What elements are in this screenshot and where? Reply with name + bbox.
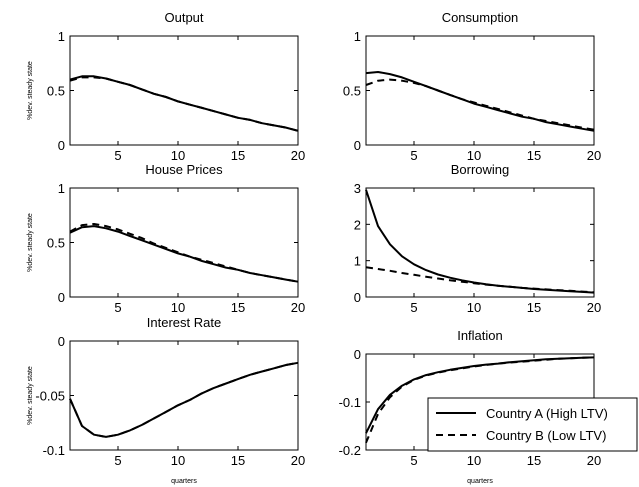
chart-title: Output bbox=[164, 10, 203, 25]
y-axis-label: %dev. steady state bbox=[27, 213, 34, 272]
y-tick-label: -0.1 bbox=[43, 443, 65, 458]
x-tick-label: 15 bbox=[231, 453, 245, 468]
chart-title: Consumption bbox=[442, 10, 519, 25]
x-tick-label: 15 bbox=[231, 300, 245, 315]
x-tick-label: 15 bbox=[231, 148, 245, 163]
x-tick-label: 5 bbox=[114, 300, 121, 315]
x-axis-label: quarters bbox=[171, 478, 197, 485]
y-axis-label: %dev. steady state bbox=[27, 61, 34, 120]
chart-title: House Prices bbox=[145, 162, 223, 177]
series-line-country-a bbox=[69, 361, 299, 438]
subplot-5: Interest Rate 5 10 15 20 -0.1 -0.05 0 %dev. stea… bbox=[27, 315, 305, 485]
x-tick-label: 5 bbox=[410, 300, 417, 315]
y-tick-label: 1 bbox=[58, 29, 65, 44]
x-tick-label: 10 bbox=[171, 300, 185, 315]
x-tick-label: 10 bbox=[467, 453, 481, 468]
y-tick-label: 0 bbox=[58, 138, 65, 153]
x-axis-label: quarters bbox=[467, 478, 493, 485]
plot-frame bbox=[365, 187, 595, 298]
y-tick-label: 0 bbox=[354, 290, 361, 305]
series-line-country-b bbox=[69, 223, 299, 283]
legend: Country A (High LTV) Country B (Low LTV) bbox=[427, 397, 638, 452]
y-tick-label: 0 bbox=[58, 290, 65, 305]
x-tick-label: 15 bbox=[527, 148, 541, 163]
series-line-country-b bbox=[69, 76, 299, 132]
x-tick-label: 10 bbox=[467, 148, 481, 163]
subplot-4: Borrowing 5 10 15 20 0 1 2 3 bbox=[354, 162, 601, 315]
series-line-country-b bbox=[365, 266, 595, 294]
x-tick-label: 5 bbox=[114, 453, 121, 468]
series-line-country-a bbox=[365, 71, 595, 132]
y-tick-label: 0 bbox=[354, 138, 361, 153]
subplot-6: Inflation 5 10 15 20 -0.2 -0.1 0 quarters Country… bbox=[339, 328, 638, 485]
subplot-2: Consumption 5 10 15 20 0 0.5 1 bbox=[343, 10, 601, 163]
plot-frame bbox=[69, 340, 299, 451]
series-line-country-a bbox=[365, 189, 595, 294]
y-tick-label: -0.1 bbox=[339, 395, 361, 410]
x-tick-label: 10 bbox=[467, 300, 481, 315]
y-tick-label: -0.2 bbox=[339, 443, 361, 458]
legend-label: Country B (Low LTV) bbox=[486, 428, 606, 443]
x-tick-label: 5 bbox=[410, 148, 417, 163]
series-line-country-b bbox=[365, 78, 595, 131]
x-tick-label: 10 bbox=[171, 148, 185, 163]
series-line-country-b bbox=[69, 361, 299, 438]
y-tick-label: 0 bbox=[354, 347, 361, 362]
y-tick-label: -0.05 bbox=[35, 389, 65, 404]
x-tick-label: 20 bbox=[291, 300, 305, 315]
series-line-country-b bbox=[365, 356, 595, 444]
x-tick-label: 15 bbox=[527, 300, 541, 315]
chart-title: Inflation bbox=[457, 328, 503, 343]
plot-frame bbox=[365, 35, 595, 146]
legend-box bbox=[427, 397, 638, 452]
y-tick-label: 1 bbox=[354, 29, 361, 44]
subplot-3: House Prices 5 10 15 20 0 0.5 1 %dev. steady sta… bbox=[27, 162, 305, 315]
x-tick-label: 5 bbox=[114, 148, 121, 163]
x-tick-label: 5 bbox=[410, 453, 417, 468]
y-tick-label: 3 bbox=[354, 181, 361, 196]
y-tick-label: 0.5 bbox=[47, 236, 65, 251]
x-tick-label: 10 bbox=[171, 453, 185, 468]
y-tick-label: 0.5 bbox=[343, 84, 361, 99]
y-axis-label: %dev. steady state bbox=[27, 366, 34, 425]
chart-title: Interest Rate bbox=[147, 315, 221, 330]
plot-frame bbox=[69, 187, 299, 298]
x-tick-label: 20 bbox=[587, 300, 601, 315]
y-tick-label: 1 bbox=[354, 254, 361, 269]
y-tick-label: 0 bbox=[58, 334, 65, 349]
subplot-1: Output 5 10 15 20 0 0.5 1 %dev. steady state bbox=[27, 10, 305, 163]
legend-label: Country A (High LTV) bbox=[486, 406, 608, 421]
y-tick-label: 0.5 bbox=[47, 84, 65, 99]
x-tick-label: 20 bbox=[291, 148, 305, 163]
x-tick-label: 20 bbox=[291, 453, 305, 468]
y-tick-label: 1 bbox=[58, 181, 65, 196]
plot-frame bbox=[69, 35, 299, 146]
y-tick-label: 2 bbox=[354, 217, 361, 232]
series-line-country-a bbox=[69, 75, 299, 132]
x-tick-label: 15 bbox=[527, 453, 541, 468]
chart-title: Borrowing bbox=[451, 162, 510, 177]
x-tick-label: 20 bbox=[587, 148, 601, 163]
x-tick-label: 20 bbox=[587, 453, 601, 468]
